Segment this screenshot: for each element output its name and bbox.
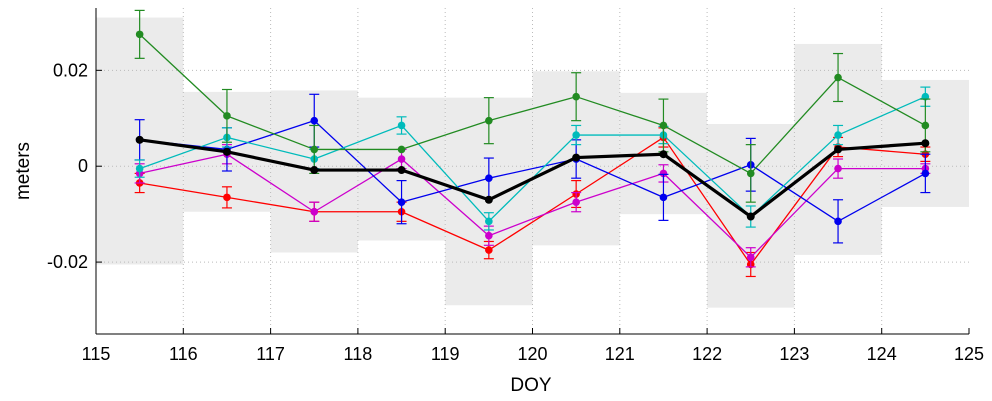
series-line (139, 153, 926, 258)
data-point (921, 169, 930, 178)
data-point (397, 198, 406, 206)
data-point (659, 193, 668, 202)
y-tick-label: -0.02 (47, 252, 88, 272)
data-point (746, 169, 755, 178)
x-tick-label: 118 (344, 344, 373, 364)
data-series (135, 135, 930, 221)
data-point (572, 131, 580, 139)
data-point (135, 30, 144, 39)
data-point (310, 207, 319, 216)
data-point (485, 217, 493, 226)
data-point (485, 231, 493, 240)
y-axis-label: meters (13, 142, 34, 200)
data-point (572, 92, 580, 101)
data-point (485, 246, 493, 254)
data-point (659, 150, 668, 159)
axes-layer (95, 8, 970, 335)
data-point (135, 135, 144, 144)
data-point (135, 164, 144, 173)
y-tick-label: 0.02 (53, 60, 88, 80)
series-layer (134, 9, 931, 278)
data-point (223, 193, 231, 202)
data-point (310, 145, 319, 154)
data-point (397, 145, 406, 154)
data-point (834, 164, 842, 173)
data-series (134, 9, 931, 203)
series-line (139, 136, 926, 266)
data-point (222, 147, 231, 156)
x-tick-label: 125 (954, 344, 984, 364)
data-point (834, 73, 842, 82)
x-tick-label: 117 (256, 344, 285, 364)
data-point (223, 112, 231, 120)
series-line (139, 138, 926, 219)
data-point (746, 212, 755, 221)
x-tick-label: 119 (431, 344, 460, 364)
data-point (484, 195, 493, 204)
data-point (921, 121, 930, 130)
data-point (834, 131, 842, 139)
data-point (397, 121, 406, 130)
x-axis-label: DOY (510, 375, 552, 396)
data-point (834, 145, 843, 154)
data-point (397, 166, 406, 175)
data-point (659, 169, 668, 178)
data-point (572, 198, 580, 206)
data-point (485, 116, 493, 125)
series-line (139, 120, 926, 222)
data-point (834, 217, 842, 226)
x-tick-label: 124 (867, 344, 897, 364)
tick-labels-layer: 115 116 117 118 119 120 121 122 123 124 125 -0.02 0 0… (47, 60, 984, 364)
grid-layer (96, 8, 969, 334)
x-tick-label: 121 (605, 344, 635, 364)
data-point (921, 139, 930, 148)
y-tick-label: 0 (78, 156, 88, 176)
data-point (746, 253, 755, 262)
x-tick-label: 116 (169, 344, 198, 364)
x-tick-label: 120 (517, 344, 547, 364)
x-tick-label: 122 (692, 344, 722, 364)
data-point (310, 166, 319, 175)
data-point (659, 121, 668, 130)
data-point (397, 155, 406, 163)
data-point (485, 174, 493, 182)
data-point (572, 153, 581, 162)
x-tick-label: 123 (779, 344, 809, 364)
data-point (310, 116, 319, 125)
x-tick-label: 115 (82, 344, 111, 364)
series-line (139, 33, 926, 175)
